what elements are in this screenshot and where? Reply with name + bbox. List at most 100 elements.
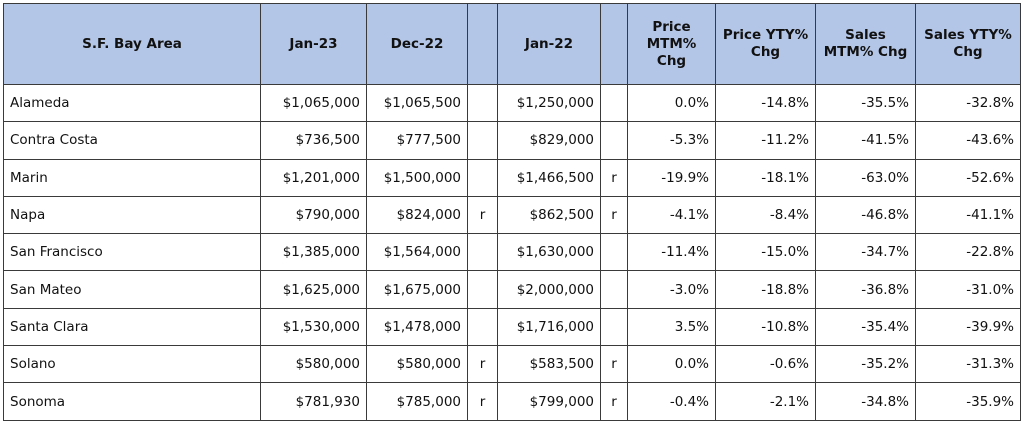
header-cell: S.F. Bay Area bbox=[3, 3, 261, 85]
header-row: S.F. Bay Area Jan-23 Dec-22 Jan-22 Price MTM… bbox=[3, 3, 1021, 85]
header-cell: Dec-22 bbox=[366, 3, 468, 85]
table-cell: $1,466,500 bbox=[497, 158, 601, 197]
header-cell: Price MTM% Chg bbox=[627, 3, 716, 85]
row-label: Napa bbox=[3, 195, 261, 235]
table-cell: -0.6% bbox=[715, 345, 816, 384]
table-cell: $1,478,000 bbox=[366, 307, 468, 347]
table-cell: -14.8% bbox=[715, 83, 816, 123]
table-cell: -2.1% bbox=[715, 382, 816, 421]
table-row: Contra Costa $736,500 $777,500 $829,000 -5.3… bbox=[3, 121, 1021, 160]
table-cell: $829,000 bbox=[497, 121, 601, 160]
table-cell: -36.8% bbox=[815, 270, 916, 309]
header-cell: Jan-23 bbox=[260, 3, 367, 85]
table-cell: -11.2% bbox=[715, 121, 816, 160]
revision-flag: r bbox=[467, 382, 498, 421]
revision-flag: r bbox=[600, 195, 628, 235]
table-cell: -15.0% bbox=[715, 233, 816, 272]
revision-flag: r bbox=[600, 345, 628, 384]
header-cell: Sales YTY% Chg bbox=[915, 3, 1021, 85]
revision-flag bbox=[600, 307, 628, 347]
table-cell: -32.8% bbox=[915, 83, 1021, 123]
table-cell: -34.8% bbox=[815, 382, 916, 421]
table-cell: $1,500,000 bbox=[366, 158, 468, 197]
revision-flag: r bbox=[467, 195, 498, 235]
row-label: Alameda bbox=[3, 83, 261, 123]
table-cell: $824,000 bbox=[366, 195, 468, 235]
table-cell: -4.1% bbox=[627, 195, 716, 235]
table-cell: $1,065,000 bbox=[260, 83, 367, 123]
table-cell: -41.5% bbox=[815, 121, 916, 160]
table-cell: $781,930 bbox=[260, 382, 367, 421]
table-cell: 0.0% bbox=[627, 83, 716, 123]
table-cell: $1,564,000 bbox=[366, 233, 468, 272]
table-body: Alameda $1,065,000 $1,065,500 $1,250,000 0.0… bbox=[3, 83, 1021, 421]
table-cell: $1,625,000 bbox=[260, 270, 367, 309]
revision-flag bbox=[467, 121, 498, 160]
table-cell: -18.1% bbox=[715, 158, 816, 197]
row-label: Marin bbox=[3, 158, 261, 197]
table-row: Sonoma $781,930 $785,000 r $799,000 r -0.4% -2.… bbox=[3, 382, 1021, 421]
table-cell: $580,000 bbox=[260, 345, 367, 384]
revision-flag bbox=[467, 83, 498, 123]
table-cell: -22.8% bbox=[915, 233, 1021, 272]
table-cell: $862,500 bbox=[497, 195, 601, 235]
table-cell: -0.4% bbox=[627, 382, 716, 421]
header-cell: Jan-22 bbox=[497, 3, 601, 85]
table-cell: $1,675,000 bbox=[366, 270, 468, 309]
table-cell: $580,000 bbox=[366, 345, 468, 384]
table-cell: -63.0% bbox=[815, 158, 916, 197]
table-cell: $1,201,000 bbox=[260, 158, 367, 197]
revision-flag: r bbox=[467, 345, 498, 384]
table-cell: -41.1% bbox=[915, 195, 1021, 235]
revision-flag: r bbox=[600, 382, 628, 421]
table-cell: $583,500 bbox=[497, 345, 601, 384]
table-cell: -46.8% bbox=[815, 195, 916, 235]
header-cell: Sales MTM% Chg bbox=[815, 3, 916, 85]
revision-flag bbox=[600, 233, 628, 272]
table-cell: 3.5% bbox=[627, 307, 716, 347]
table-cell: -11.4% bbox=[627, 233, 716, 272]
table-cell: $736,500 bbox=[260, 121, 367, 160]
table-cell: $777,500 bbox=[366, 121, 468, 160]
table-cell: -10.8% bbox=[715, 307, 816, 347]
table-cell: -35.2% bbox=[815, 345, 916, 384]
table-row: San Francisco $1,385,000 $1,564,000 $1,630,… bbox=[3, 233, 1021, 272]
table-cell: $1,630,000 bbox=[497, 233, 601, 272]
revision-flag bbox=[600, 270, 628, 309]
table-row: San Mateo $1,625,000 $1,675,000 $2,000,000-… bbox=[3, 270, 1021, 309]
row-label: Santa Clara bbox=[3, 307, 261, 347]
table-cell: $1,250,000 bbox=[497, 83, 601, 123]
row-label: Solano bbox=[3, 345, 261, 384]
table-cell: -31.0% bbox=[915, 270, 1021, 309]
table-cell: -35.9% bbox=[915, 382, 1021, 421]
revision-flag bbox=[467, 270, 498, 309]
table-cell: -19.9% bbox=[627, 158, 716, 197]
revision-flag: r bbox=[600, 158, 628, 197]
table-cell: -52.6% bbox=[915, 158, 1021, 197]
table-cell: $1,716,000 bbox=[497, 307, 601, 347]
table-cell: -39.9% bbox=[915, 307, 1021, 347]
table-cell: $1,385,000 bbox=[260, 233, 367, 272]
header-cell bbox=[600, 3, 628, 85]
table-cell: -31.3% bbox=[915, 345, 1021, 384]
table-cell: $2,000,000 bbox=[497, 270, 601, 309]
table-row: Marin $1,201,000 $1,500,000 $1,466,500 r -19.… bbox=[3, 158, 1021, 197]
header-cell bbox=[467, 3, 498, 85]
table-cell: $790,000 bbox=[260, 195, 367, 235]
revision-flag bbox=[600, 83, 628, 123]
revision-flag bbox=[600, 121, 628, 160]
header-cell: Price YTY% Chg bbox=[715, 3, 816, 85]
table-cell: -3.0% bbox=[627, 270, 716, 309]
revision-flag bbox=[467, 307, 498, 347]
table-cell: -35.5% bbox=[815, 83, 916, 123]
table-cell: $1,530,000 bbox=[260, 307, 367, 347]
bay-area-table: S.F. Bay Area Jan-23 Dec-22 Jan-22 Price MTM… bbox=[3, 3, 1021, 421]
table-cell: -43.6% bbox=[915, 121, 1021, 160]
table-cell: 0.0% bbox=[627, 345, 716, 384]
table-cell: -18.8% bbox=[715, 270, 816, 309]
table-row: Solano $580,000 $580,000 r $583,500 r 0.0% -0.6… bbox=[3, 345, 1021, 384]
table-row: Napa $790,000 $824,000 r $862,500 r -4.1% -8.4%… bbox=[3, 195, 1021, 235]
table-cell: -34.7% bbox=[815, 233, 916, 272]
row-label: San Francisco bbox=[3, 233, 261, 272]
